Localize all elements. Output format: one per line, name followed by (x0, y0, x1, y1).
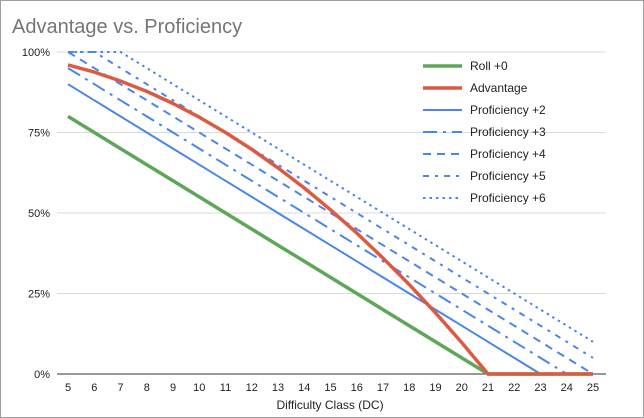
legend-label: Proficiency +3 (470, 125, 546, 139)
legend-label: Proficiency +2 (470, 103, 546, 117)
x-tick-label: 13 (272, 382, 284, 394)
series-line-proficiency-4 (67, 51, 594, 375)
x-tick-label: 23 (534, 382, 546, 394)
x-tick-label: 14 (298, 382, 310, 394)
legend-label: Proficiency +6 (470, 191, 546, 205)
y-tick-label: 0% (34, 369, 50, 381)
x-tick-label: 15 (324, 382, 336, 394)
y-tick-label: 50% (28, 208, 50, 220)
x-tick-label: 24 (561, 382, 573, 394)
x-tick-label: 12 (246, 382, 258, 394)
x-tick-label: 16 (351, 382, 363, 394)
y-tick-label: 75% (28, 128, 50, 140)
series-line-proficiency-5 (68, 51, 594, 359)
x-tick-label: 5 (65, 382, 71, 394)
x-tick-label: 11 (220, 382, 231, 394)
legend-label: Roll +0 (470, 59, 508, 73)
x-tick-label: 8 (144, 382, 150, 394)
legend-label: Advantage (470, 81, 528, 95)
x-tick-label: 21 (482, 382, 494, 394)
x-tick-label: 6 (91, 382, 97, 394)
x-axis-label: Difficulty Class (DC) (276, 398, 383, 412)
y-tick-label: 25% (28, 289, 50, 301)
y-tick-label: 100% (22, 47, 50, 59)
x-tick-label: 19 (429, 382, 441, 394)
x-tick-label: 7 (117, 382, 123, 394)
series-line-proficiency-3 (67, 67, 593, 375)
x-tick-label: 20 (456, 382, 468, 394)
x-tick-label: 17 (377, 382, 389, 394)
x-tick-label: 22 (508, 382, 520, 394)
x-tick-label: 9 (170, 382, 176, 394)
x-tick-label: 18 (403, 382, 415, 394)
x-tick-label: 10 (193, 382, 205, 394)
x-tick-label: 25 (587, 382, 599, 394)
legend-label: Proficiency +4 (470, 147, 546, 161)
series-line-proficiency-2 (67, 83, 593, 375)
series-line-advantage (67, 63, 593, 376)
legend-label: Proficiency +5 (470, 169, 546, 183)
chart-title: Advantage vs. Proficiency (12, 16, 242, 38)
